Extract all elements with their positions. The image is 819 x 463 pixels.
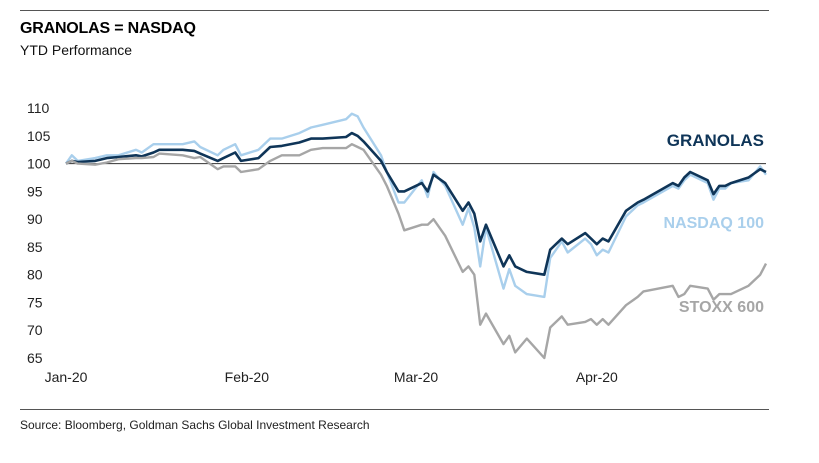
- series-label-stoxx-600: STOXX 600: [679, 299, 764, 316]
- y-tick-label: 75: [27, 294, 43, 310]
- x-tick-label: Apr-20: [576, 369, 618, 385]
- y-tick-label: 70: [27, 322, 43, 338]
- top-rule: [20, 10, 769, 11]
- y-tick-label: 110: [27, 100, 50, 116]
- y-tick-label: 85: [27, 239, 43, 255]
- x-tick-label: Feb-20: [225, 369, 270, 385]
- series-label-granolas: GRANOLAS: [667, 131, 764, 150]
- series-line-granolas: [65, 131, 767, 276]
- y-tick-label: 90: [27, 211, 43, 227]
- y-tick-label: 95: [27, 183, 43, 199]
- chart-subtitle: YTD Performance: [20, 42, 133, 58]
- y-tick-label: 65: [27, 350, 43, 366]
- x-axis: Jan-20 Feb-20 Mar-20 Apr-20: [45, 369, 618, 385]
- x-tick-label: Jan-20: [45, 369, 88, 385]
- chart-title: GRANOLAS = NASDAQ: [20, 20, 196, 37]
- series-lines: [65, 112, 768, 360]
- source-note: Source: Bloomberg, Goldman Sachs Global …: [20, 418, 370, 432]
- series-labels: GRANOLAS NASDAQ 100 STOXX 600: [664, 131, 765, 316]
- series-line-nasdaq-100: [65, 112, 767, 299]
- series-label-nasdaq-100: NASDAQ 100: [664, 215, 765, 232]
- y-axis: 65 70 75 80 85 90 95 100 105 110: [27, 100, 51, 366]
- y-tick-label: 105: [27, 128, 51, 144]
- series-line-stoxx-600: [65, 143, 768, 360]
- y-tick-label: 80: [27, 267, 43, 283]
- y-tick-label: 100: [27, 156, 51, 172]
- bottom-rule: [20, 409, 769, 410]
- x-tick-label: Mar-20: [394, 369, 439, 385]
